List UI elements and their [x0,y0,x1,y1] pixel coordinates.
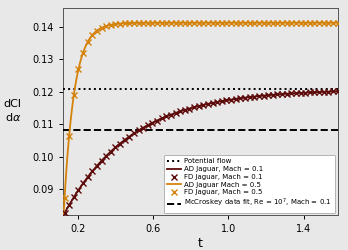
AD Jaguar, Mach = 0.1 [244,96,248,99]
AD Jaguar, Mach = 0.1 [268,94,272,96]
AD Jaguar Mach = 0.5 [185,21,190,24]
AD Jaguar, Mach = 0.1 [335,90,340,93]
FD Jaguar, Mach = 0.5 [155,21,159,24]
Line: FD Jaguar, Mach = 0.5: FD Jaguar, Mach = 0.5 [61,20,341,202]
FD Jaguar, Mach = 0.5 [150,21,155,24]
FD Jaguar, Mach = 0.5 [62,197,66,200]
FD Jaguar, Mach = 0.5 [234,21,238,24]
Legend: Potential flow, AD Jaguar, Mach = 0.1, FD Jaguar, Mach = 0.1, AD Jaguar Mach = 0: Potential flow, AD Jaguar, Mach = 0.1, F… [164,155,335,213]
Potential flow [226,88,230,91]
FD Jaguar, Mach = 0.1 [62,212,66,215]
AD Jaguar, Mach = 0.1 [132,132,136,135]
FD Jaguar, Mach = 0.1 [335,90,340,93]
AD Jaguar Mach = 0.5 [110,23,114,26]
FD Jaguar, Mach = 0.1 [109,150,113,153]
AD Jaguar Mach = 0.5 [223,21,227,24]
AD Jaguar Mach = 0.5 [244,21,248,24]
FD Jaguar, Mach = 0.5 [141,21,145,24]
FD Jaguar, Mach = 0.5 [109,23,113,26]
FD Jaguar, Mach = 0.1 [150,121,155,124]
AD Jaguar, Mach = 0.1 [110,149,114,152]
FD Jaguar, Mach = 0.1 [141,126,145,129]
Line: AD Jaguar Mach = 0.5: AD Jaguar Mach = 0.5 [64,23,338,215]
FD Jaguar, Mach = 0.1 [234,98,238,100]
Potential flow [38,88,42,91]
AD Jaguar Mach = 0.5 [268,21,272,24]
FD Jaguar, Mach = 0.1 [132,132,136,135]
FD Jaguar, Mach = 0.5 [132,22,136,25]
Y-axis label: dCl
d$\alpha$: dCl d$\alpha$ [4,99,22,123]
AD Jaguar Mach = 0.5 [132,22,136,25]
Line: FD Jaguar, Mach = 0.1: FD Jaguar, Mach = 0.1 [61,88,341,216]
AD Jaguar Mach = 0.5 [62,214,66,216]
McCroskey data fit, Re = $10^7$, Mach = 0.1 [38,128,42,132]
AD Jaguar, Mach = 0.1 [62,214,66,216]
X-axis label: t: t [198,237,203,250]
AD Jaguar, Mach = 0.1 [223,99,227,102]
McCroskey data fit, Re = $10^7$, Mach = 0.1 [226,128,230,132]
FD Jaguar, Mach = 0.5 [335,21,340,24]
FD Jaguar, Mach = 0.1 [155,119,159,122]
AD Jaguar, Mach = 0.1 [185,108,190,110]
Line: AD Jaguar, Mach = 0.1: AD Jaguar, Mach = 0.1 [64,91,338,215]
AD Jaguar Mach = 0.5 [335,21,340,24]
